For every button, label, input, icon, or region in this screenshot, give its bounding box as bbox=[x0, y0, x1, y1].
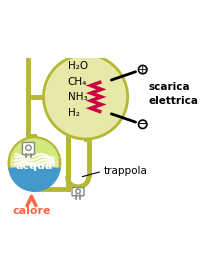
Circle shape bbox=[138, 120, 147, 128]
Circle shape bbox=[43, 55, 128, 139]
Text: trappola: trappola bbox=[104, 166, 147, 176]
Wedge shape bbox=[10, 138, 59, 163]
Text: −: − bbox=[137, 118, 148, 131]
Text: +: + bbox=[138, 65, 147, 74]
Text: H₂O
CH₄
NH₃
H₂: H₂O CH₄ NH₃ H₂ bbox=[68, 61, 88, 118]
Text: scarica
elettrica: scarica elettrica bbox=[149, 82, 199, 106]
Wedge shape bbox=[8, 166, 61, 192]
Circle shape bbox=[9, 138, 60, 189]
Circle shape bbox=[138, 65, 147, 74]
Circle shape bbox=[26, 145, 31, 151]
Circle shape bbox=[76, 189, 80, 194]
FancyBboxPatch shape bbox=[22, 143, 34, 155]
Text: calore: calore bbox=[12, 206, 51, 216]
Text: acqua: acqua bbox=[16, 161, 53, 171]
FancyBboxPatch shape bbox=[72, 188, 84, 196]
